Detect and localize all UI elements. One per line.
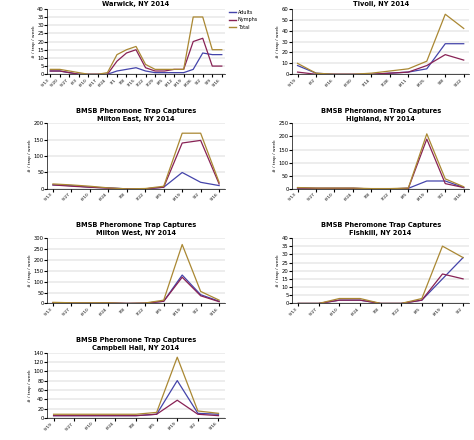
Y-axis label: # / trap / week: # / trap / week xyxy=(28,254,32,287)
Title: BMSB Pheromone Trap Captures
Campbell Hall, NY 2014: BMSB Pheromone Trap Captures Campbell Ha… xyxy=(76,337,196,351)
Title: BMSB Pheromone Trap Captures
Fishkill, NY 2014: BMSB Pheromone Trap Captures Fishkill, N… xyxy=(320,222,441,236)
Title: BMSB Pheromone Trap Captures
Milton West, NY 2014: BMSB Pheromone Trap Captures Milton West… xyxy=(76,222,196,236)
Y-axis label: # / trap / week: # / trap / week xyxy=(28,369,32,402)
Y-axis label: # / trap / week: # / trap / week xyxy=(276,254,281,287)
Title: BMSB Pheromone Trap Captures
Tivoli, NY 2014: BMSB Pheromone Trap Captures Tivoli, NY … xyxy=(320,0,441,7)
Y-axis label: # / trap / week: # / trap / week xyxy=(28,140,32,172)
Title: BMSB Pheromone Trap Captures
Milton East, NY 2014: BMSB Pheromone Trap Captures Milton East… xyxy=(76,108,196,121)
Y-axis label: # / trap / week: # / trap / week xyxy=(276,25,281,58)
Title: BMSB Pheromone Trap Captures
Warwick, NY 2014: BMSB Pheromone Trap Captures Warwick, NY… xyxy=(76,0,196,7)
Y-axis label: # / trap / week: # / trap / week xyxy=(32,25,36,58)
Legend: Adults, Nymphs, Total: Adults, Nymphs, Total xyxy=(229,10,258,30)
Title: BMSB Pheromone Trap Captures
Highland, NY 2014: BMSB Pheromone Trap Captures Highland, N… xyxy=(320,108,441,121)
Y-axis label: # / trap / week: # / trap / week xyxy=(273,140,277,172)
